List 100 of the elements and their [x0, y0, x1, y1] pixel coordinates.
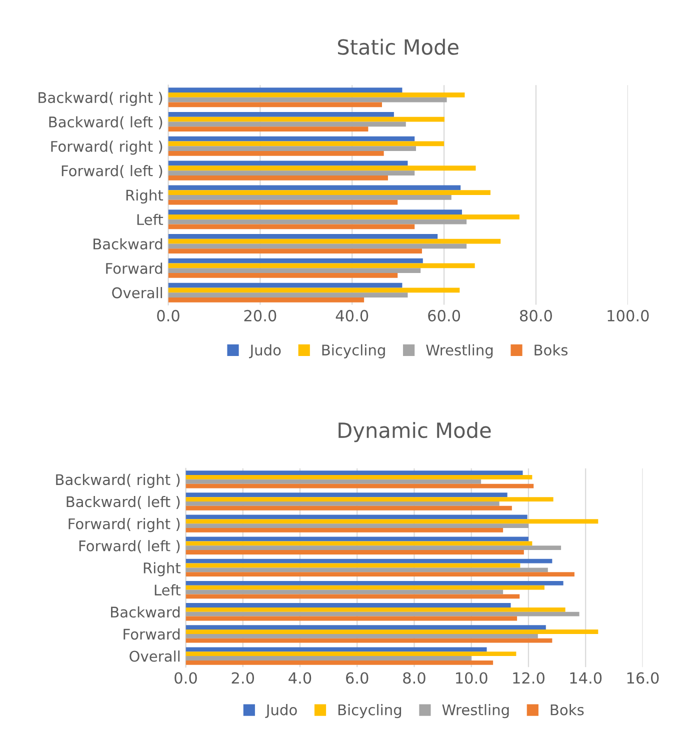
bar: [168, 200, 398, 205]
y-tick-label: Forward( left ): [79, 540, 180, 554]
bar: [168, 175, 388, 180]
y-tick-label: Backward: [111, 606, 180, 618]
legend-label: Wrestling: [426, 344, 493, 358]
x-tick-label: 8.0: [403, 672, 426, 684]
bar: [168, 224, 415, 230]
bar: [186, 506, 512, 510]
y-tick-label: Backward( right ): [56, 474, 180, 488]
bar: [186, 580, 564, 586]
bar: [186, 524, 528, 528]
bar: [168, 288, 460, 293]
bar: [168, 170, 415, 176]
y-tick-label: Forward( left ): [62, 165, 162, 178]
bar: [168, 244, 467, 249]
x-tick-label: 60.0: [428, 310, 460, 322]
legend-label: Wrestling: [442, 704, 509, 718]
y-tick-label: Backward: [94, 238, 162, 250]
bar: [168, 248, 422, 254]
bar: [168, 268, 421, 274]
x-tick-label: 2.0: [232, 672, 254, 684]
x-tick-label: 14.0: [570, 672, 602, 684]
bar: [168, 238, 501, 244]
legend-label: Judo: [249, 344, 281, 358]
x-tick-label: 12.0: [513, 672, 544, 684]
bar: [186, 558, 552, 564]
bar: [186, 470, 523, 475]
x-tick-label: 80.0: [520, 310, 552, 322]
bar: [168, 146, 416, 152]
bar: [168, 185, 461, 190]
bar: [186, 501, 500, 506]
bar: [168, 292, 408, 298]
y-tick-label: Forward( right ): [68, 518, 180, 532]
bar: [168, 258, 423, 264]
bar: [168, 166, 476, 171]
x-tick-label: 0.0: [157, 310, 180, 322]
bar: [186, 519, 598, 524]
bar: [168, 297, 364, 302]
x-tick-label: 4.0: [288, 672, 312, 684]
bar: [186, 514, 528, 520]
bar: [186, 474, 532, 480]
bar: [186, 484, 534, 488]
bar: [186, 616, 518, 621]
bar: [168, 219, 467, 224]
y-tick-label: Forward: [106, 262, 162, 274]
bar: [186, 536, 528, 542]
y-tick-label: Backward( right ): [38, 92, 162, 106]
chart-title: Dynamic Mode: [338, 422, 491, 442]
bar: [168, 263, 475, 268]
bar: [186, 590, 504, 594]
bar: [168, 102, 382, 108]
bar: [186, 550, 524, 554]
bar: [186, 625, 546, 630]
legend-label: Bicycling: [322, 344, 385, 358]
y-tick-label: Right: [144, 562, 181, 576]
bar: [186, 568, 548, 572]
bar: [186, 647, 487, 652]
bar: [186, 603, 511, 608]
y-tick-label: Right: [126, 189, 164, 204]
y-tick-label: Backward( left ): [49, 116, 162, 130]
bar: [168, 116, 445, 122]
legend-label: Boks: [550, 704, 584, 716]
x-tick-label: 10.0: [456, 672, 488, 684]
y-tick-label: Overall: [130, 650, 180, 662]
bar: [168, 136, 415, 142]
bar: [186, 492, 508, 498]
bar: [168, 112, 394, 117]
bar: [186, 656, 472, 660]
bar: [168, 282, 402, 288]
bar: [186, 652, 516, 656]
legend-label: Bicycling: [338, 704, 402, 718]
bar: [168, 194, 452, 200]
bar: [186, 479, 482, 484]
y-tick-label: Overall: [112, 287, 162, 298]
legend-label: Judo: [265, 704, 297, 718]
x-tick-label: 100.0: [608, 310, 649, 322]
bar: [168, 160, 408, 166]
legend-label: Boks: [534, 344, 568, 356]
y-tick-label: Left: [154, 584, 181, 596]
bar: [186, 630, 598, 634]
bar: [186, 660, 494, 665]
bar: [186, 546, 562, 550]
bar: [186, 497, 554, 502]
bar: [168, 273, 398, 278]
bar: [186, 638, 552, 643]
y-tick-label: Forward: [124, 628, 180, 640]
bar: [186, 572, 574, 577]
bar: [168, 234, 438, 239]
bar: [168, 126, 368, 132]
x-tick-label: 16.0: [627, 672, 659, 684]
bar: [168, 190, 490, 195]
y-tick-label: Left: [137, 214, 164, 226]
bar: [186, 607, 566, 612]
x-tick-label: 6.0: [346, 672, 368, 684]
bar: [186, 585, 544, 590]
bar: [186, 612, 580, 616]
bar: [186, 528, 504, 532]
bar: [168, 97, 447, 102]
x-tick-label: 40.0: [336, 310, 368, 322]
bar: [186, 563, 520, 568]
